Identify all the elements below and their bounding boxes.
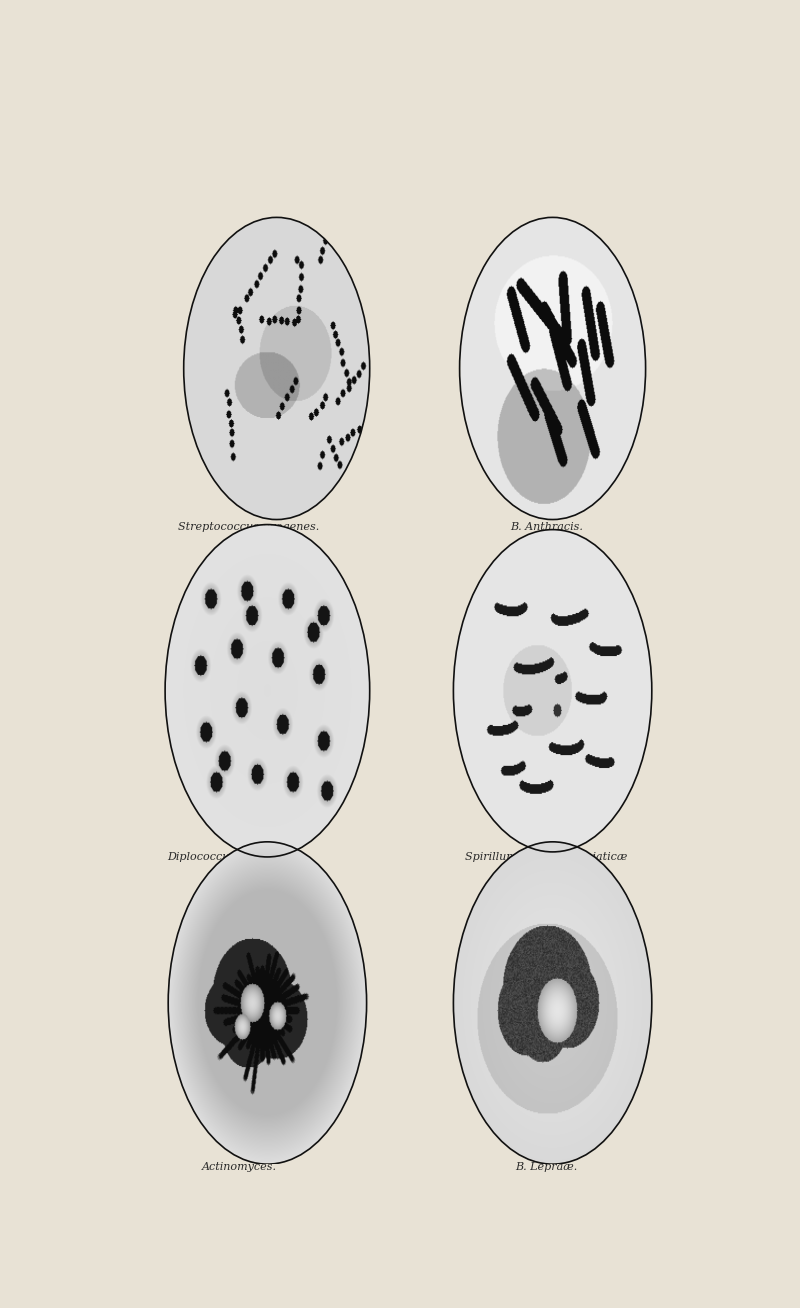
Text: Streptococcus pyogenes.: Streptococcus pyogenes. <box>178 522 319 531</box>
Text: Spirillum Choleraæ Asiaticæ: Spirillum Choleraæ Asiaticæ <box>466 852 627 862</box>
Text: B. Anthracis.: B. Anthracis. <box>510 522 583 531</box>
Text: Actinomyces.: Actinomyces. <box>202 1162 277 1172</box>
Text: B. Lepraæ.: B. Lepraæ. <box>515 1162 578 1172</box>
Text: Diplococcus pneumoniae.: Diplococcus pneumoniae. <box>167 852 312 862</box>
